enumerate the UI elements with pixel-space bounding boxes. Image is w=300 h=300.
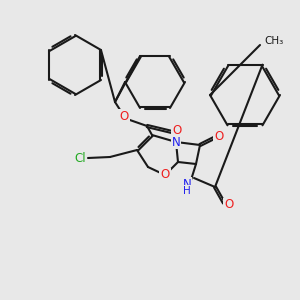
Text: O: O (119, 110, 129, 122)
Text: Cl: Cl (74, 152, 86, 164)
Text: O: O (160, 169, 169, 182)
Text: H: H (183, 186, 191, 196)
Text: O: O (172, 124, 182, 136)
Text: O: O (214, 130, 224, 142)
Text: O: O (224, 199, 234, 212)
Text: N: N (183, 178, 191, 190)
Text: N: N (172, 136, 180, 148)
Text: CH₃: CH₃ (264, 36, 283, 46)
